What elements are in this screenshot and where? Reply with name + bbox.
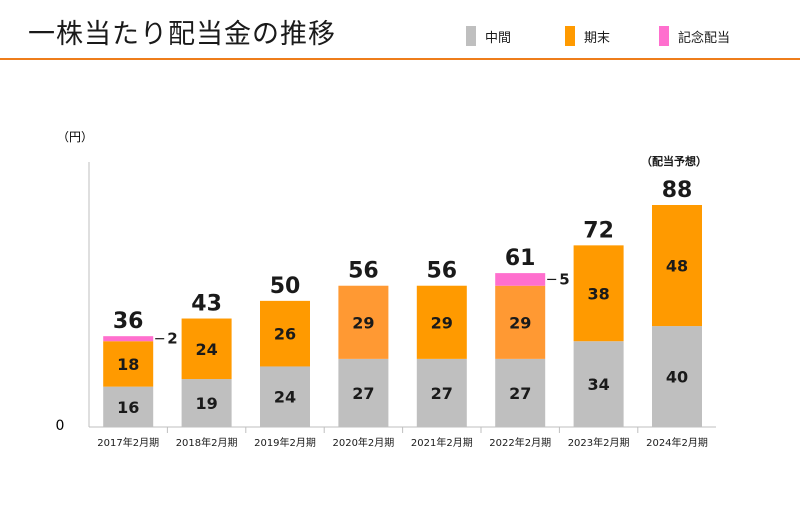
x-tick-label-7: 2024年2月期 bbox=[646, 436, 708, 449]
data-label-year-end-0: 18 bbox=[117, 355, 139, 374]
legend-swatch-interim bbox=[466, 26, 476, 46]
data-label-interim-0: 16 bbox=[117, 398, 139, 417]
data-label-interim-2: 24 bbox=[274, 388, 296, 407]
x-tick-label-2: 2019年2月期 bbox=[254, 436, 316, 449]
total-label-5: 61 bbox=[505, 246, 536, 271]
data-label-commemorative-5: 5 bbox=[559, 270, 569, 288]
total-label-6: 72 bbox=[583, 218, 614, 243]
legend-label-interim: 中間 bbox=[485, 30, 512, 46]
bar-year-end-7 bbox=[652, 205, 702, 327]
total-label-4: 56 bbox=[426, 259, 457, 284]
bar-group: 16 18 2 36 2017年2月期 19 24 43 2018年2月期 24 26 50 2019年… bbox=[97, 154, 708, 449]
y-zero-label: 0 bbox=[56, 418, 65, 434]
data-label-year-end-2: 26 bbox=[274, 325, 296, 344]
legend-item-commemorative: 記念配当 bbox=[659, 26, 730, 46]
bar-interim-2 bbox=[260, 366, 310, 427]
bar-year-end-2 bbox=[260, 300, 310, 367]
legend-label-commemorative: 記念配当 bbox=[678, 30, 731, 46]
page-title: 一株当たり配当金の推移 bbox=[28, 19, 336, 50]
data-label-year-end-5: 29 bbox=[509, 313, 531, 332]
legend-item-year-end: 期末 bbox=[565, 26, 610, 46]
y-unit-label: （円） bbox=[57, 130, 93, 144]
data-label-interim-3: 27 bbox=[352, 384, 374, 403]
total-label-3: 56 bbox=[348, 259, 379, 284]
bar-interim-7 bbox=[652, 326, 702, 427]
total-label-1: 43 bbox=[191, 292, 222, 317]
title-underline bbox=[0, 58, 800, 60]
data-label-interim-5: 27 bbox=[509, 384, 531, 403]
data-label-commemorative-0: 2 bbox=[167, 330, 177, 348]
x-tick-label-1: 2018年2月期 bbox=[176, 436, 238, 449]
bar-interim-4 bbox=[416, 358, 467, 427]
data-label-interim-1: 19 bbox=[195, 394, 217, 413]
forecast-label: （配当予想） bbox=[641, 154, 707, 168]
data-label-interim-4: 27 bbox=[431, 384, 453, 403]
x-tick-label-6: 2023年2月期 bbox=[568, 436, 630, 449]
bar-year-end-1 bbox=[181, 318, 232, 380]
bar-year-end-3 bbox=[338, 285, 389, 359]
total-label-0: 36 bbox=[113, 309, 144, 334]
bar-interim-3 bbox=[338, 358, 389, 427]
bar-interim-1 bbox=[181, 379, 232, 427]
data-label-year-end-6: 38 bbox=[587, 284, 609, 303]
bar-year-end-6 bbox=[573, 245, 624, 342]
data-label-interim-6: 34 bbox=[587, 375, 609, 394]
bar-interim-0 bbox=[103, 386, 154, 427]
total-label-2: 50 bbox=[270, 274, 301, 299]
legend-swatch-commemorative bbox=[659, 26, 669, 46]
data-label-year-end-4: 29 bbox=[431, 313, 453, 332]
bar-year-end-0 bbox=[103, 341, 154, 387]
x-tick-label-3: 2020年2月期 bbox=[332, 436, 394, 449]
data-label-year-end-7: 48 bbox=[666, 257, 688, 276]
legend-swatch-year-end bbox=[565, 26, 575, 46]
bar-interim-6 bbox=[573, 341, 624, 427]
legend-item-interim: 中間 bbox=[466, 26, 511, 46]
x-tick-label-4: 2021年2月期 bbox=[411, 436, 473, 449]
legend-label-year-end: 期末 bbox=[584, 30, 611, 46]
bar-year-end-5 bbox=[495, 285, 546, 359]
total-label-7: 88 bbox=[662, 178, 693, 203]
bar-year-end-4 bbox=[416, 285, 467, 359]
bar-commemorative-0 bbox=[103, 336, 154, 342]
bar-interim-5 bbox=[495, 358, 546, 427]
bar-commemorative-5 bbox=[495, 273, 546, 286]
x-tick-label-5: 2022年2月期 bbox=[489, 436, 551, 449]
data-label-interim-7: 40 bbox=[666, 368, 688, 387]
data-label-year-end-3: 29 bbox=[352, 313, 374, 332]
data-label-year-end-1: 24 bbox=[195, 340, 217, 359]
x-tick-label-0: 2017年2月期 bbox=[97, 436, 159, 449]
